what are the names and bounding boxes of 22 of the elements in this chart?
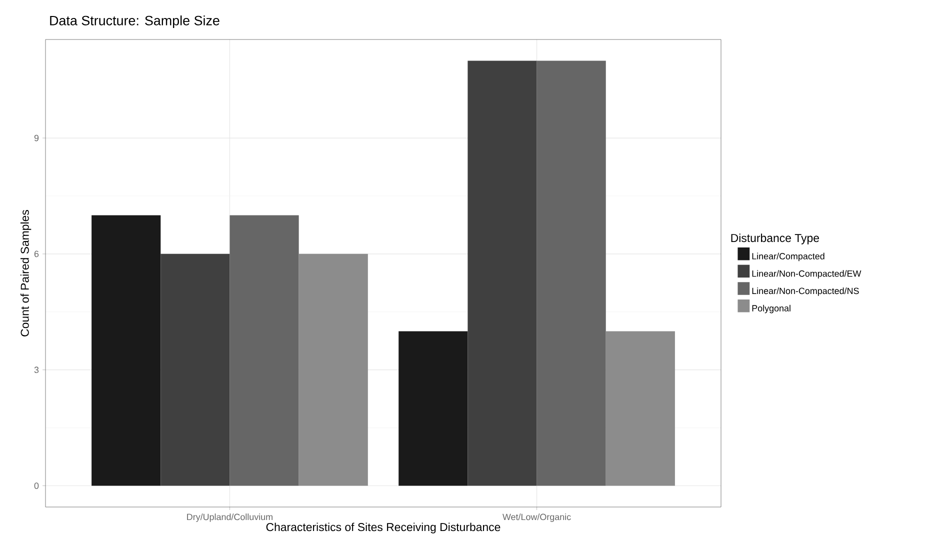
legend-label: Polygonal	[752, 304, 790, 314]
bar	[398, 331, 468, 486]
bar	[536, 60, 606, 486]
legend-label: Linear/Non-Compacted/EW	[752, 270, 862, 279]
y-axis-title: Count of Paired Samples	[20, 210, 32, 336]
legend-title: Disturbance Type	[731, 234, 819, 244]
x-tick-label: Wet/Low/Organic	[502, 514, 571, 522]
y-tick-label: 3	[34, 366, 39, 374]
y-tick-label: 6	[34, 250, 39, 258]
legend-label: Linear/Non-Compacted/NS	[752, 287, 859, 296]
legend-label: Linear/Compacted	[752, 252, 824, 262]
bar	[298, 254, 368, 486]
bar	[606, 331, 675, 486]
bar	[230, 215, 299, 486]
chart-title: Data Structure: Sample Size	[50, 15, 220, 28]
y-tick-label: 0	[34, 482, 39, 489]
x-tick-label: Dry/Upland/Colluvium	[187, 514, 272, 522]
bar	[468, 60, 537, 486]
bar	[160, 254, 230, 486]
y-tick-label: 9	[34, 134, 39, 142]
x-axis-title: Characteristics of Sites Receiving Disturbance	[266, 522, 500, 534]
bar	[92, 215, 161, 486]
